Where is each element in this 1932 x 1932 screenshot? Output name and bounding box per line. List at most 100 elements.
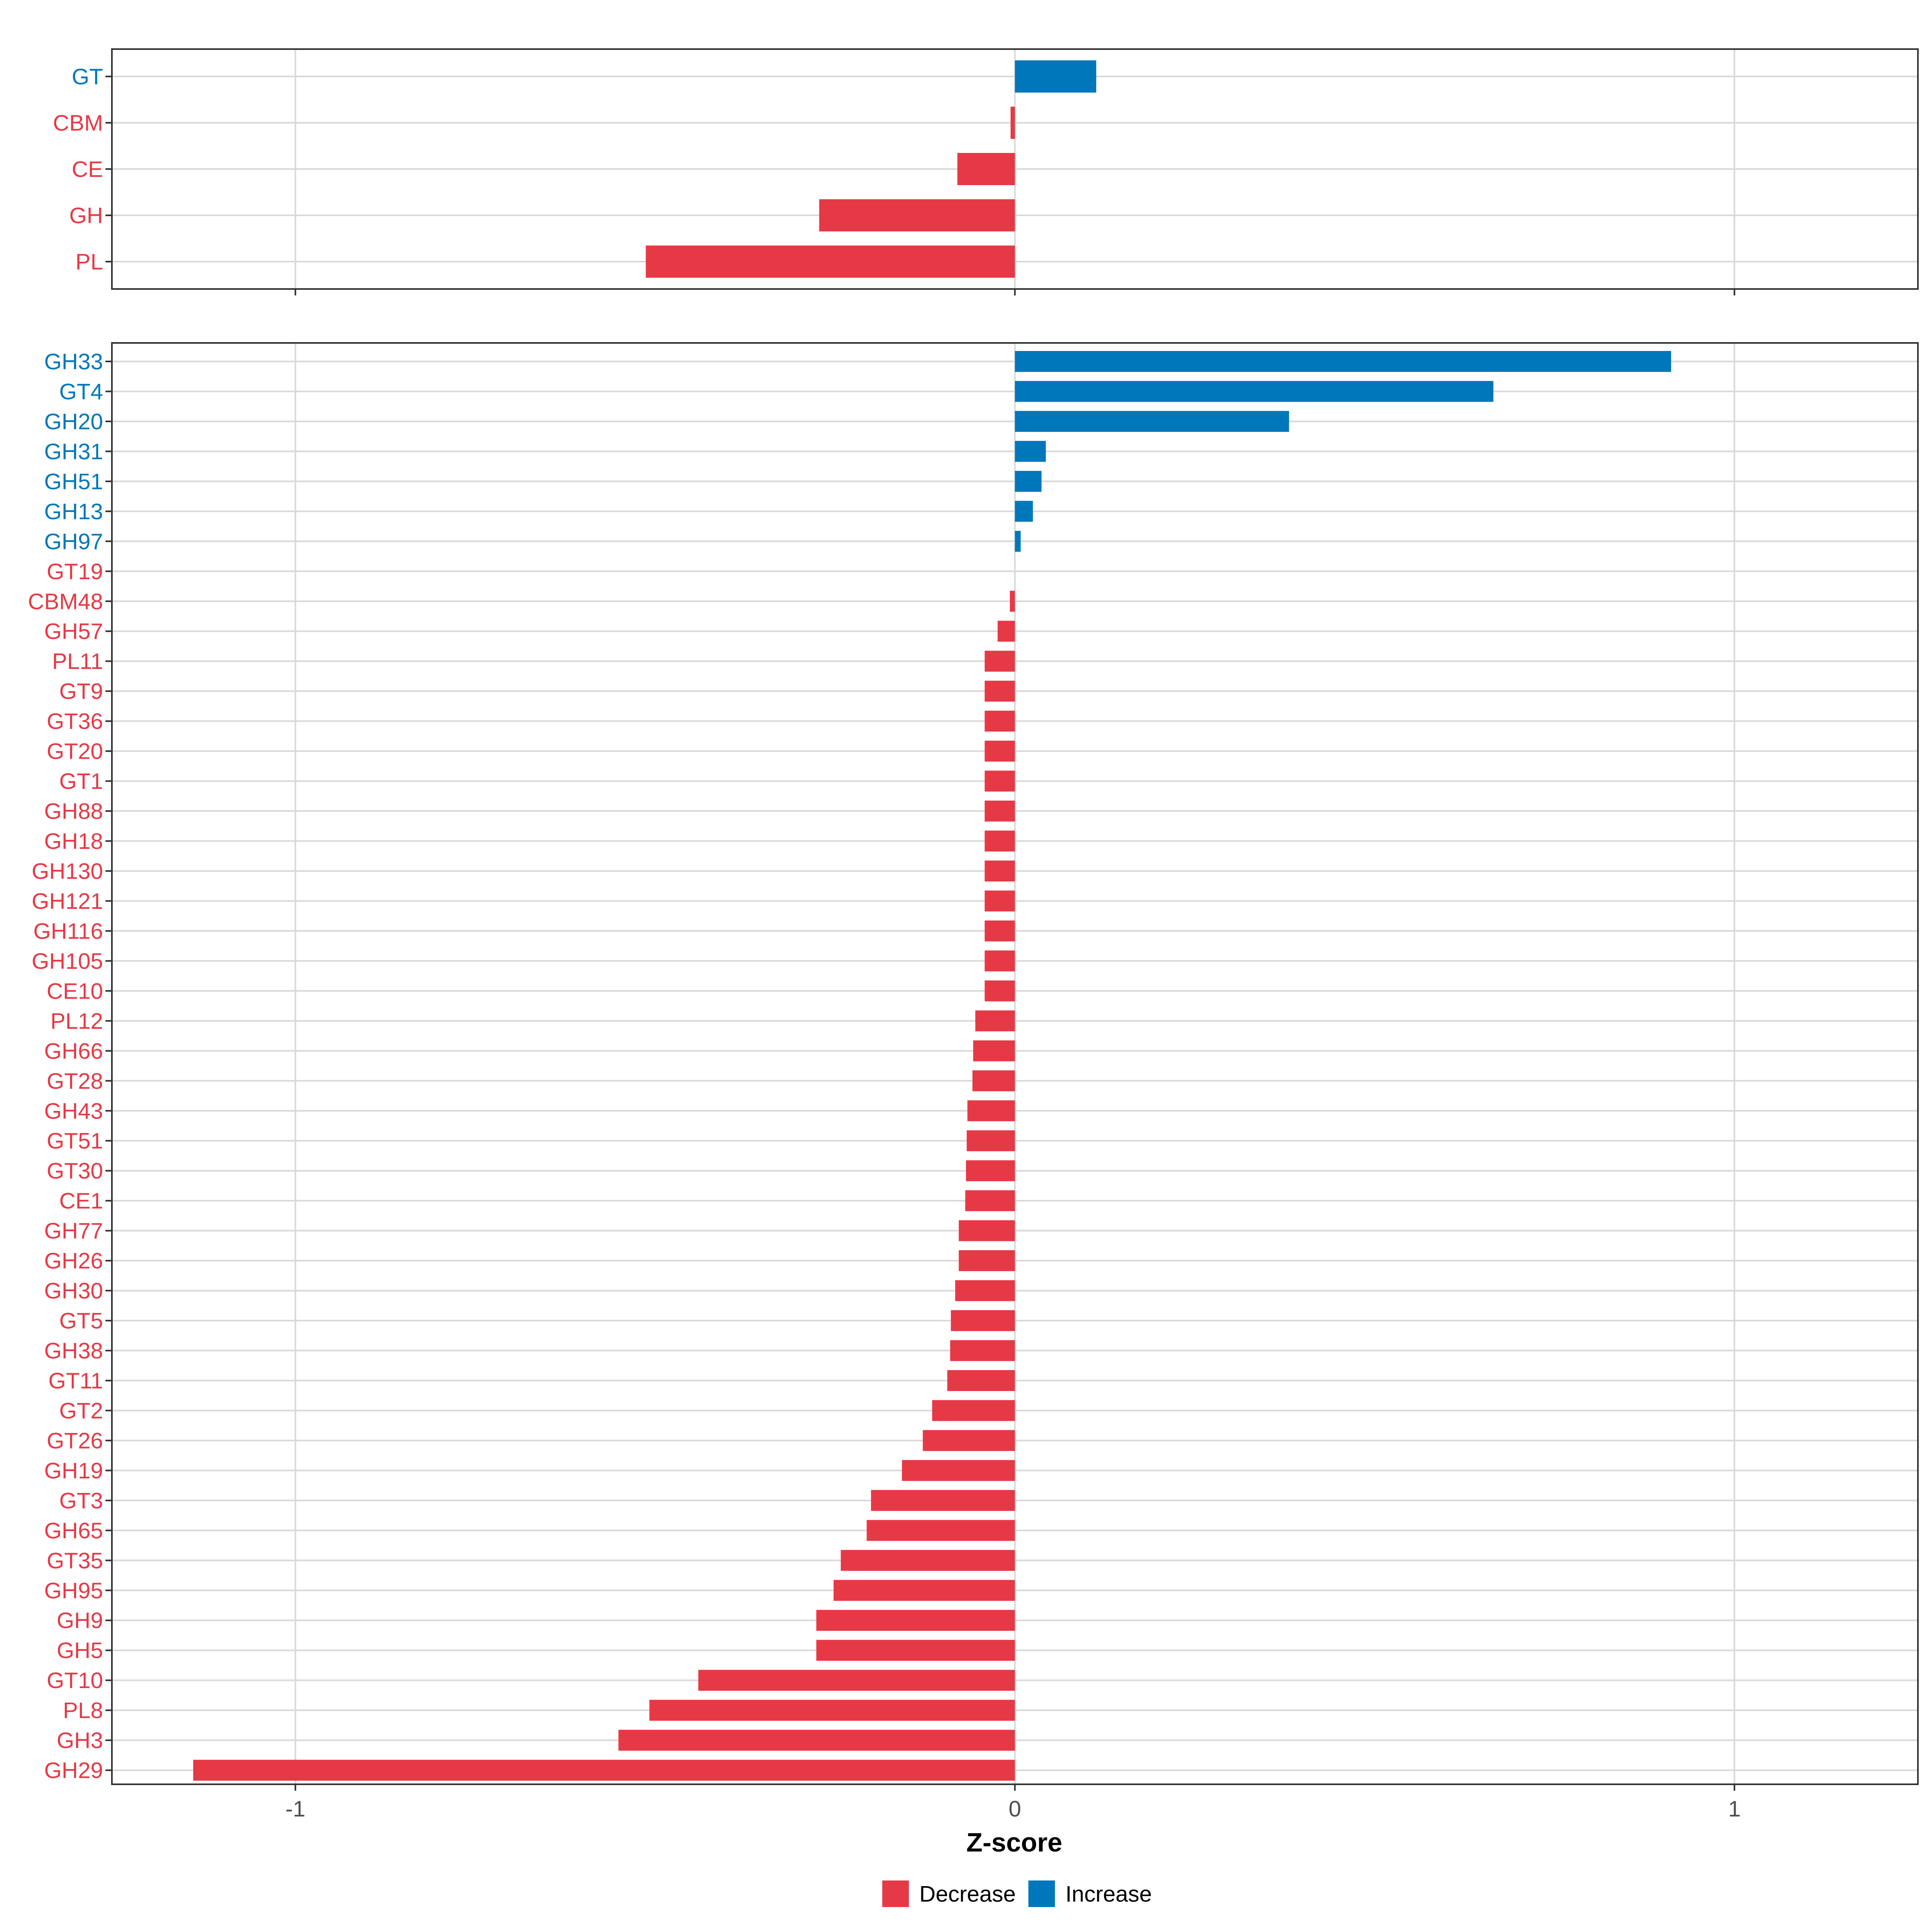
bar-gh65 <box>867 1520 1015 1541</box>
y-label-gt9: GT9 <box>59 679 103 704</box>
y-label-gt51: GT51 <box>47 1128 103 1154</box>
bar-gh3 <box>618 1730 1015 1751</box>
bar-gh121 <box>985 890 1015 912</box>
y-label-gh121: GH121 <box>32 888 103 914</box>
y-label-gh20: GH20 <box>44 409 103 434</box>
bar-gt35 <box>840 1550 1015 1571</box>
y-label-gh77: GH77 <box>44 1218 103 1243</box>
bar-gh77 <box>959 1220 1015 1241</box>
y-label-cbm: CBM <box>53 110 103 136</box>
y-label-gt35: GT35 <box>47 1548 103 1573</box>
y-label-gh29: GH29 <box>44 1758 103 1783</box>
bar-gh88 <box>985 801 1015 822</box>
y-label-gt5: GT5 <box>59 1308 103 1333</box>
bar-gh57 <box>997 621 1015 642</box>
bar-gh66 <box>973 1040 1015 1061</box>
bar-gt5 <box>951 1310 1015 1331</box>
y-label-gh88: GH88 <box>44 799 103 824</box>
bar-gh20 <box>1015 411 1289 432</box>
bar-gt2 <box>932 1400 1015 1421</box>
y-label-gh43: GH43 <box>44 1098 103 1123</box>
y-label-pl12: PL12 <box>50 1008 103 1034</box>
bar-pl8 <box>649 1700 1015 1721</box>
legend: Decrease Increase <box>882 1880 1152 1907</box>
bar-ce <box>957 153 1015 185</box>
legend-label-increase: Increase <box>1065 1881 1152 1907</box>
bar-gt30 <box>966 1160 1015 1181</box>
bar-gt4 <box>1015 381 1494 402</box>
y-label-gt: GT <box>72 64 103 89</box>
y-label-gh51: GH51 <box>44 469 103 494</box>
bar-gt10 <box>698 1670 1015 1691</box>
y-label-gh95: GH95 <box>44 1578 103 1603</box>
y-label-gt3: GT3 <box>59 1488 103 1513</box>
bar-gh116 <box>985 920 1015 941</box>
bar-gh95 <box>834 1580 1015 1601</box>
y-label-gh: GH <box>69 203 103 228</box>
y-label-pl11: PL11 <box>52 648 103 674</box>
bar-pl11 <box>985 650 1015 672</box>
y-label-ce10: CE10 <box>47 978 103 1003</box>
y-label-gh66: GH66 <box>44 1038 103 1063</box>
y-label-gh30: GH30 <box>44 1278 103 1303</box>
bar-gt20 <box>985 741 1015 762</box>
bar-gt11 <box>947 1370 1015 1391</box>
bottom-panel: GH33GT4GH20GH31GH51GH13GH97GT19CBM48GH57… <box>28 342 1919 1821</box>
y-label-gt20: GT20 <box>47 739 103 764</box>
legend-key-decrease <box>882 1880 909 1907</box>
y-label-gt2: GT2 <box>59 1398 103 1423</box>
y-label-gh18: GH18 <box>44 828 103 854</box>
bar-gh105 <box>985 950 1015 972</box>
y-label-pl8: PL8 <box>63 1698 103 1723</box>
y-label-gh33: GH33 <box>44 349 103 374</box>
bar-ce10 <box>985 980 1015 1001</box>
y-label-pl: PL <box>76 249 103 275</box>
bar-gh13 <box>1015 501 1033 522</box>
y-label-gt30: GT30 <box>47 1158 103 1183</box>
y-label-gh5: GH5 <box>57 1638 103 1663</box>
y-label-gh26: GH26 <box>44 1248 103 1274</box>
bar-gt <box>1015 60 1096 93</box>
y-label-ce: CE <box>72 157 103 182</box>
bar-gh19 <box>902 1460 1015 1481</box>
bar-gt26 <box>923 1430 1015 1451</box>
y-label-gt4: GT4 <box>59 379 103 404</box>
y-label-gh65: GH65 <box>44 1518 103 1543</box>
y-label-gt11: GT11 <box>48 1368 103 1393</box>
bar-cbm <box>1010 107 1015 139</box>
bar-gt3 <box>871 1490 1015 1511</box>
bar-gh26 <box>959 1250 1015 1271</box>
top-panel: GT CBM CE GH PL <box>53 48 1919 295</box>
bar-gh33 <box>1015 351 1671 372</box>
bar-gh <box>819 199 1015 231</box>
y-label-gh31: GH31 <box>44 439 103 464</box>
bar-gh51 <box>1015 471 1042 492</box>
bar-gh9 <box>816 1610 1015 1631</box>
x-tick-label: 0 <box>1009 1796 1021 1821</box>
bar-gt1 <box>985 770 1015 792</box>
y-label-gt28: GT28 <box>47 1068 103 1094</box>
y-label-gh9: GH9 <box>57 1608 103 1633</box>
y-label-gh116: GH116 <box>33 918 103 943</box>
y-label-gh19: GH19 <box>44 1458 103 1483</box>
bar-gh38 <box>950 1340 1015 1361</box>
y-label-gh3: GH3 <box>57 1728 103 1753</box>
y-label-gt26: GT26 <box>47 1428 103 1453</box>
legend-label-decrease: Decrease <box>919 1881 1016 1907</box>
y-label-gt19: GT19 <box>47 559 103 584</box>
y-label-gh105: GH105 <box>32 948 103 974</box>
bar-cbm48 <box>1009 590 1015 612</box>
bar-gt28 <box>972 1070 1015 1092</box>
y-label-gh130: GH130 <box>32 858 103 883</box>
x-tick-label: -1 <box>285 1796 305 1821</box>
bar-gh5 <box>816 1640 1015 1661</box>
bar-gh130 <box>985 860 1015 881</box>
bar-pl <box>646 246 1015 278</box>
y-label-gh13: GH13 <box>44 499 103 524</box>
bar-gh30 <box>955 1280 1015 1301</box>
legend-key-increase <box>1028 1880 1055 1907</box>
y-label-gt36: GT36 <box>47 708 103 734</box>
bar-gt9 <box>985 681 1015 702</box>
x-axis-title: Z-score <box>966 1827 1062 1857</box>
